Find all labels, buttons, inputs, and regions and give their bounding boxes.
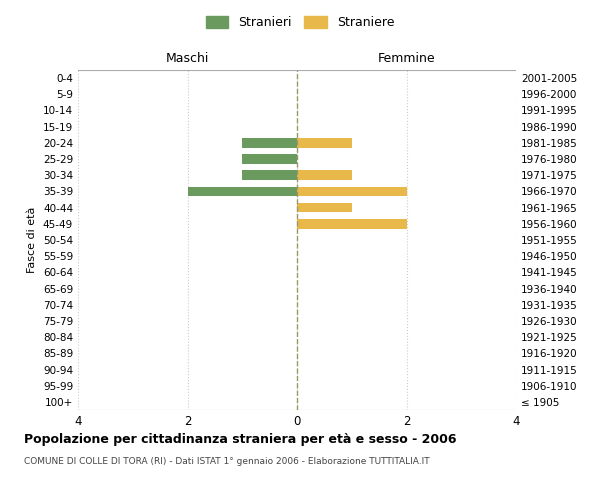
Y-axis label: Fasce di età: Fasce di età (28, 207, 37, 273)
Bar (242, 138, 297, 147)
Bar (188, 186, 297, 196)
Bar (242, 154, 297, 164)
Y-axis label: Anni di nascita: Anni di nascita (597, 198, 600, 281)
Bar (297, 186, 407, 196)
Bar (297, 203, 352, 212)
Bar (297, 138, 352, 147)
Text: Maschi: Maschi (166, 52, 209, 65)
Bar (297, 219, 407, 228)
Text: Femmine: Femmine (377, 52, 436, 65)
Bar (242, 170, 297, 180)
Text: Popolazione per cittadinanza straniera per età e sesso - 2006: Popolazione per cittadinanza straniera p… (24, 432, 457, 446)
Legend: Stranieri, Straniere: Stranieri, Straniere (201, 11, 399, 34)
Text: COMUNE DI COLLE DI TORA (RI) - Dati ISTAT 1° gennaio 2006 - Elaborazione TUTTITA: COMUNE DI COLLE DI TORA (RI) - Dati ISTA… (24, 458, 430, 466)
Bar (297, 170, 352, 180)
